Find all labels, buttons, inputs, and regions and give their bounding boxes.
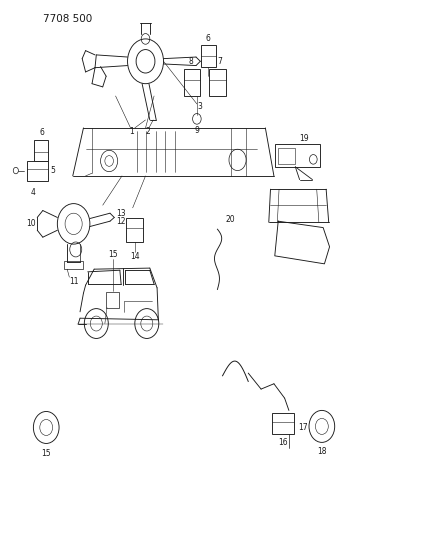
Text: 6: 6 bbox=[206, 35, 211, 43]
Text: 20: 20 bbox=[226, 215, 235, 224]
FancyBboxPatch shape bbox=[278, 148, 295, 164]
Text: 2: 2 bbox=[145, 127, 150, 136]
Text: 6: 6 bbox=[39, 128, 44, 136]
Text: 7708 500: 7708 500 bbox=[43, 14, 92, 23]
Text: 13: 13 bbox=[116, 209, 125, 217]
Text: 4: 4 bbox=[30, 189, 36, 197]
Text: 15: 15 bbox=[108, 250, 117, 259]
FancyBboxPatch shape bbox=[126, 218, 143, 242]
Text: 16: 16 bbox=[278, 438, 288, 447]
Text: 12: 12 bbox=[116, 217, 125, 226]
Text: 18: 18 bbox=[317, 448, 327, 456]
Text: 7: 7 bbox=[217, 57, 222, 66]
Text: 11: 11 bbox=[69, 277, 78, 286]
Text: 15: 15 bbox=[42, 449, 51, 457]
FancyBboxPatch shape bbox=[27, 161, 48, 181]
FancyBboxPatch shape bbox=[275, 144, 320, 167]
Text: 9: 9 bbox=[194, 126, 199, 135]
FancyBboxPatch shape bbox=[34, 140, 48, 161]
Text: 5: 5 bbox=[51, 166, 56, 175]
Text: 10: 10 bbox=[26, 220, 36, 228]
FancyBboxPatch shape bbox=[106, 292, 119, 308]
FancyBboxPatch shape bbox=[184, 69, 200, 96]
FancyBboxPatch shape bbox=[209, 69, 226, 96]
FancyBboxPatch shape bbox=[201, 45, 216, 67]
Text: 17: 17 bbox=[298, 423, 307, 432]
Text: 19: 19 bbox=[299, 134, 309, 143]
FancyBboxPatch shape bbox=[64, 261, 83, 269]
Text: 8: 8 bbox=[188, 57, 193, 66]
FancyBboxPatch shape bbox=[272, 413, 294, 434]
Text: 1: 1 bbox=[129, 127, 134, 136]
Text: 3: 3 bbox=[198, 102, 203, 111]
Text: 14: 14 bbox=[130, 253, 140, 261]
